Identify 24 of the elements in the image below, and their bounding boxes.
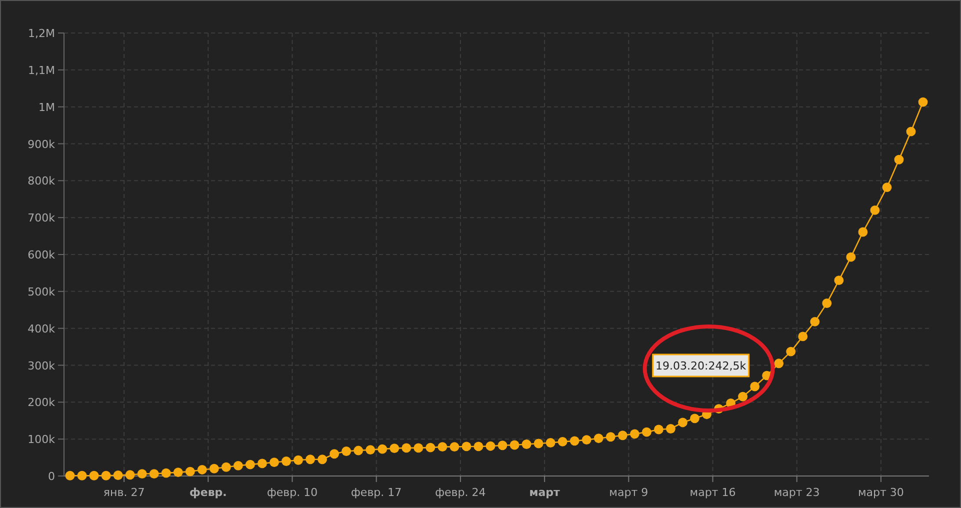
y-tick-label: 100k bbox=[28, 433, 56, 446]
x-tick-label: март 9 bbox=[609, 486, 648, 499]
y-tick-label: 800k bbox=[28, 174, 56, 188]
y-tick-label: 200k bbox=[28, 396, 56, 410]
x-tick-label: март 23 bbox=[774, 486, 820, 499]
y-tick-label: 1,1M bbox=[28, 64, 55, 77]
annotation: 19.03.20:242,5k bbox=[656, 359, 747, 372]
y-tick-label: 300k bbox=[28, 359, 56, 372]
y-tick-label: 1,2M bbox=[28, 27, 55, 40]
y-tick-label: 900k bbox=[28, 138, 56, 151]
x-tick-label: март 30 bbox=[858, 486, 904, 499]
x-tick-label: март 16 bbox=[690, 486, 736, 499]
y-tick-label: 1M bbox=[38, 100, 55, 114]
x-tick-label: янв. 27 bbox=[103, 486, 145, 499]
x-tick-label: март bbox=[529, 486, 561, 499]
y-tick-label: 500k bbox=[28, 285, 56, 298]
x-tick-label: февр. 10 bbox=[266, 486, 318, 499]
y-tick-label: 700k bbox=[28, 212, 56, 225]
y-tick-label: 400k bbox=[28, 322, 56, 336]
x-tick-label: февр. 17 bbox=[351, 486, 402, 499]
x-tick-label: февр. bbox=[189, 486, 227, 499]
y-tick-label: 600k bbox=[28, 248, 56, 262]
y-tick-label: 0 bbox=[48, 470, 55, 483]
x-tick-label: февр. 24 bbox=[435, 486, 486, 499]
